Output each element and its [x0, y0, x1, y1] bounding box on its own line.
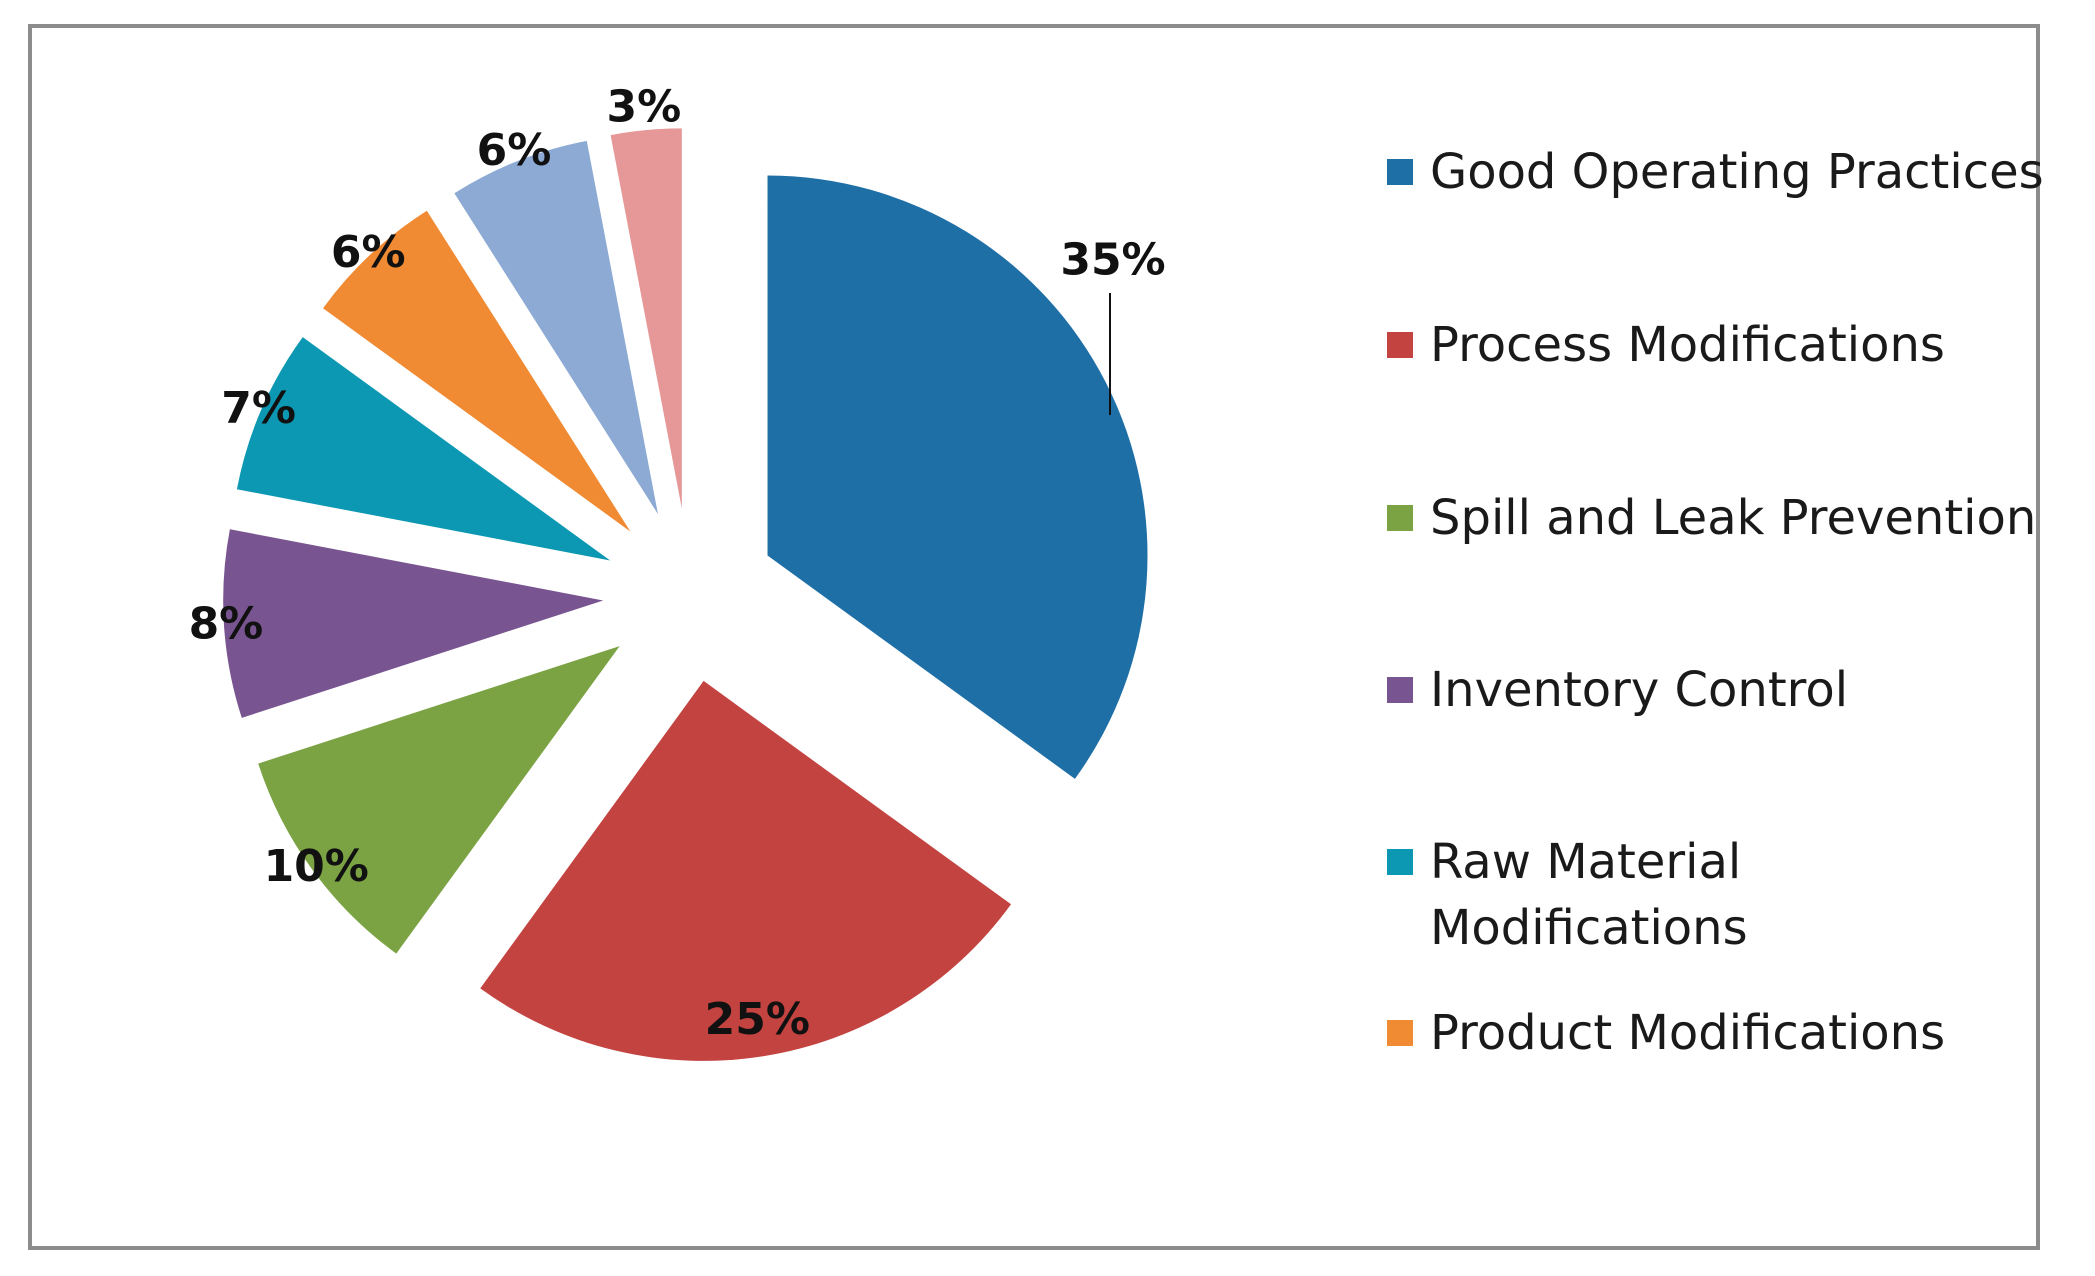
data-label-unlabeled-7: 3%	[607, 82, 682, 133]
legend-entry-process-modifications: Process Modifications	[1387, 317, 1945, 373]
data-label-good-operating-practices: 35%	[1060, 235, 1165, 286]
data-label-product-modifications: 6%	[331, 227, 406, 278]
legend-entry-good-operating-practices: Good Operating Practices	[1387, 144, 2044, 200]
legend-label: Spill and Leak Prevention	[1430, 490, 2036, 546]
legend-label: Modifications	[1430, 900, 1748, 956]
legend-swatch	[1387, 677, 1413, 703]
legend-swatch	[1387, 849, 1413, 875]
legend-label: Good Operating Practices	[1430, 144, 2044, 200]
legend-swatch	[1387, 159, 1413, 185]
labels-layer: 35% 25% 10% 8% 7% 6% 6% 3%	[189, 82, 1166, 1046]
legend-label: Product Modifications	[1430, 1005, 1945, 1061]
pie-slice-unlabeled-6	[454, 140, 658, 515]
data-label-spill-and-leak-prevention: 10%	[264, 841, 369, 892]
pie-slice-inventory-control	[223, 529, 604, 718]
legend-entry-inventory-control: Inventory Control	[1387, 662, 1848, 718]
legend-label: Process Modifications	[1430, 317, 1945, 373]
legend: Good Operating Practices Process Modifica…	[1387, 144, 2044, 1061]
data-label-process-modifications: 25%	[705, 994, 810, 1045]
legend-swatch	[1387, 332, 1413, 358]
legend-swatch	[1387, 1020, 1413, 1046]
pie-slice-process-modifications	[480, 680, 1012, 1061]
data-label-unlabeled-6: 6%	[477, 125, 552, 176]
pie-slice-unlabeled-7	[610, 128, 682, 509]
legend-entry-product-modifications: Product Modifications	[1387, 1005, 1945, 1061]
legend-swatch	[1387, 505, 1413, 531]
legend-label: Raw Material	[1430, 834, 1741, 890]
pie-slice-raw-material-modifications	[236, 337, 611, 561]
slices-layer	[223, 128, 1148, 1061]
pie-slice-good-operating-practices	[767, 175, 1148, 779]
legend-entry-spill-and-leak-prevention: Spill and Leak Prevention	[1387, 490, 2036, 546]
legend-entry-raw-material-modifications: Raw Material Modifications	[1387, 834, 1748, 956]
pie-slice-product-modifications	[323, 210, 631, 532]
pie-slice-spill-and-leak-prevention	[258, 646, 620, 954]
legend-label: Inventory Control	[1430, 662, 1848, 718]
data-label-raw-material-modifications: 7%	[221, 383, 296, 434]
data-label-inventory-control: 8%	[189, 599, 264, 650]
